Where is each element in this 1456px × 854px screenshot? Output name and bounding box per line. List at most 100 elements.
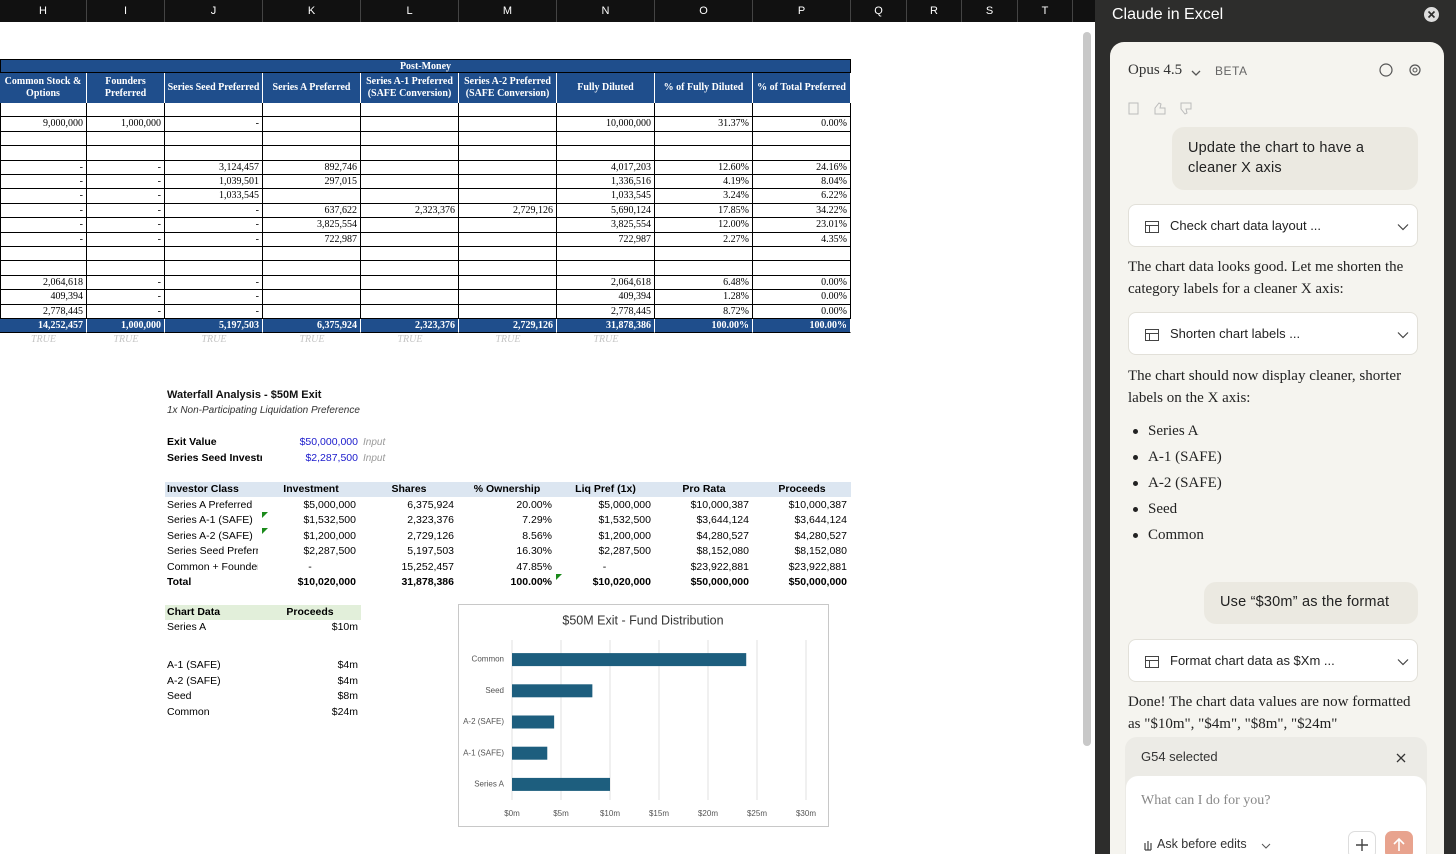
- table-cell: [557, 103, 655, 118]
- table-cell: [655, 261, 753, 276]
- chart-table-value: $24m: [331, 705, 358, 718]
- close-button[interactable]: [1424, 7, 1439, 22]
- table-cell: -: [87, 275, 165, 291]
- bar-chart: $50M Exit - Fund Distribution $0m $5m $10m…: [458, 604, 829, 827]
- table-row: [0, 189, 851, 204]
- table-cell: 12.00%: [655, 218, 753, 233]
- table-cell: -: [87, 160, 165, 175]
- feedback-icons: [1128, 102, 1192, 115]
- bar: [512, 653, 747, 667]
- waterfall-cell: 20.00%: [516, 498, 552, 511]
- comment-marker: [262, 512, 268, 518]
- model-picker[interactable]: Opus 4.5: [1128, 62, 1183, 78]
- check-cell: TRUE: [397, 334, 423, 346]
- tool-icon: [1145, 329, 1159, 341]
- table-row: [0, 203, 851, 219]
- investor-class: Series A-1 (SAFE): [167, 514, 253, 526]
- check-cell: TRUE: [113, 334, 139, 346]
- total-cell: 5,197,503: [165, 319, 263, 334]
- mode-picker[interactable]: Ask before edits: [1157, 837, 1247, 851]
- bullet-item: Series A: [1148, 423, 1199, 439]
- table-header: % of Fully Diluted: [655, 73, 753, 103]
- table-cell: [263, 275, 361, 291]
- selection-label: G54 selected: [1141, 749, 1218, 764]
- tool-call[interactable]: Shorten chart labels ...: [1128, 312, 1418, 355]
- table-cell: [165, 247, 263, 262]
- table-cell: [557, 131, 655, 147]
- waterfall-cell: 16.30%: [516, 545, 552, 557]
- bar: [512, 715, 555, 729]
- table-cell: [361, 247, 459, 262]
- table-cell: [753, 247, 851, 262]
- column-header: K: [263, 0, 361, 22]
- table-cell: [263, 189, 361, 204]
- table-cell: [459, 232, 557, 247]
- table-row: [0, 290, 851, 305]
- input-label: Exit Value: [167, 436, 217, 448]
- table-cell: 9,000,000: [0, 117, 87, 132]
- user-message: Use “$30m” as the format: [1204, 582, 1418, 624]
- close-icon: [1427, 10, 1436, 19]
- waterfall-cell: $4,280,527: [696, 529, 749, 542]
- table-cell: [459, 131, 557, 147]
- table-row: [0, 218, 851, 233]
- table-cell: [459, 275, 557, 291]
- table-cell: [361, 146, 459, 161]
- check-cell: TRUE: [495, 334, 521, 346]
- table-header: Series A Preferred: [263, 73, 361, 103]
- chat-input[interactable]: What can I do for you? Ask before edits: [1126, 776, 1426, 854]
- table-cell: 2.27%: [655, 232, 753, 247]
- table-cell: [87, 103, 165, 118]
- table-cell: -: [165, 218, 263, 233]
- x-tick-label: $15m: [649, 809, 669, 818]
- plus-icon: [1356, 839, 1368, 851]
- table-cell: -: [0, 175, 87, 190]
- add-button[interactable]: [1348, 831, 1376, 854]
- input-note: Input: [363, 452, 386, 464]
- table-cell: [165, 103, 263, 118]
- clear-selection[interactable]: [1395, 752, 1407, 764]
- table-cell: 8.04%: [753, 175, 851, 190]
- waterfall-cell: 2,729,126: [407, 529, 454, 542]
- table-cell: 1.28%: [655, 290, 753, 305]
- chart-table-label: A-1 (SAFE): [167, 659, 221, 671]
- investor-class: Total: [167, 576, 192, 588]
- bullet-dot: [1133, 429, 1138, 434]
- waterfall-cell: $10,000,387: [788, 498, 847, 511]
- chart-table-label: Common: [167, 705, 210, 718]
- table-cell: 297,015: [263, 175, 361, 190]
- assistant-message: Done! The chart data values are now form…: [1128, 694, 1411, 732]
- table-cell: -: [165, 275, 263, 291]
- waterfall-cell: 47.85%: [516, 560, 552, 573]
- waterfall-header: Investment: [283, 483, 339, 495]
- table-cell: 3,825,554: [263, 218, 361, 233]
- waterfall-cell: $23,922,881: [690, 560, 749, 573]
- sidebar: Claude in Excel Opus 4.5 BETA Update the…: [1095, 0, 1456, 854]
- table-cell: [0, 146, 87, 161]
- table-cell: [655, 146, 753, 161]
- table-cell: 2,778,445: [0, 304, 87, 319]
- table-cell: [0, 103, 87, 118]
- tool-call[interactable]: Format chart data as $Xm ...: [1128, 639, 1418, 682]
- bar: [512, 684, 593, 698]
- table-row: [0, 232, 851, 247]
- table-cell: 2,729,126: [459, 203, 557, 219]
- table-cell: [753, 261, 851, 276]
- table-row: [0, 261, 851, 276]
- column-header: S: [962, 0, 1018, 22]
- table-cell: -: [87, 189, 165, 204]
- waterfall-cell: $1,532,500: [303, 514, 356, 526]
- tool-call[interactable]: Check chart data layout ...: [1128, 204, 1418, 247]
- investor-class: Series A Preferred: [167, 498, 253, 511]
- table-header: Fully Diluted: [557, 73, 655, 103]
- waterfall-cell: $10,020,000: [297, 576, 356, 588]
- table-cell: [753, 131, 851, 147]
- table-cell: 722,987: [557, 232, 655, 247]
- waterfall-header: Pro Rata: [682, 483, 726, 495]
- send-button[interactable]: [1385, 831, 1413, 854]
- table-cell: [459, 290, 557, 305]
- table-cell: -: [87, 304, 165, 319]
- table-cell: [753, 103, 851, 118]
- table-cell: [361, 304, 459, 319]
- table-cell: 1,039,501: [165, 175, 263, 190]
